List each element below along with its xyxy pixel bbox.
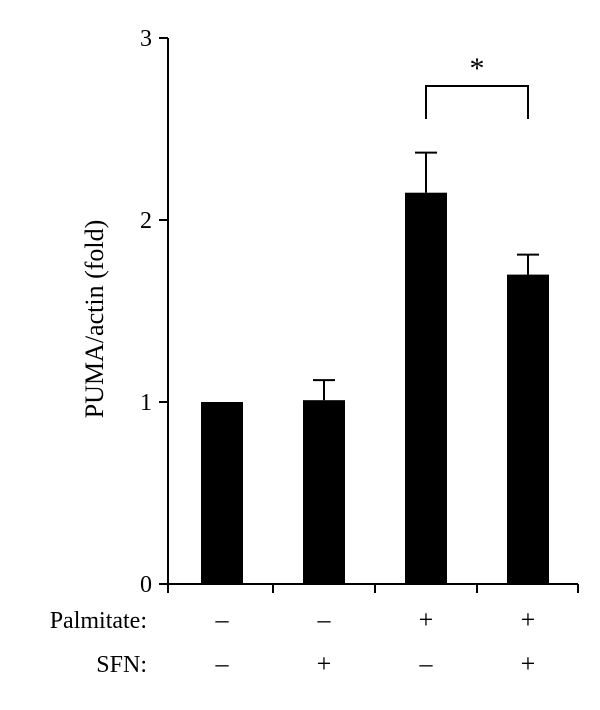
x-axis [167, 583, 579, 593]
significance-bracket [425, 85, 529, 119]
bar [405, 192, 447, 584]
y-tick-label: 1 [140, 390, 152, 416]
y-axis-label: PUMA/actin (fold) [80, 220, 109, 419]
bar [303, 400, 345, 584]
error-bars [313, 151, 539, 401]
bar [507, 274, 549, 584]
condition-sign: + [419, 605, 434, 634]
condition-sign: – [215, 649, 230, 678]
condition-sign: – [317, 605, 332, 634]
condition-label: SFN: [96, 652, 147, 678]
condition-sign: + [521, 605, 536, 634]
bar [201, 402, 243, 584]
y-tick-label: 0 [140, 572, 152, 598]
condition-sign: – [215, 605, 230, 634]
condition-sign: – [419, 649, 434, 678]
y-axis: 0 1 2 3 [140, 26, 169, 598]
significance-star: * [470, 52, 485, 85]
significance-annotation: * [425, 52, 529, 119]
condition-table: Palmitate: – – + + SFN: – + – + [50, 605, 536, 678]
bars [201, 192, 549, 584]
condition-label: Palmitate: [50, 608, 147, 634]
condition-sign: + [317, 649, 332, 678]
y-tick-label: 2 [140, 208, 152, 234]
condition-sign: + [521, 649, 536, 678]
y-tick-label: 3 [140, 26, 152, 52]
